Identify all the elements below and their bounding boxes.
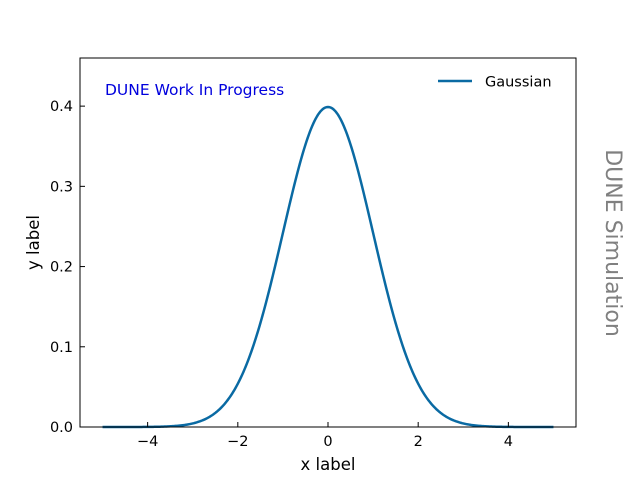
plot-frame (79, 57, 577, 428)
x-tick-label: 0 (323, 434, 332, 450)
series-line-gaussian (102, 105, 554, 429)
y-tick-label: 0.2 (50, 260, 73, 276)
axis-ticks: −4 −2 0 2 4 0.0 0.1 0.2 0.3 0.4 (50, 99, 513, 450)
plot-area (102, 105, 554, 429)
y-tick-label: 0.1 (50, 340, 73, 356)
y-tick-label: 0.4 (50, 99, 73, 115)
x-tick-label: 4 (504, 434, 513, 450)
y-tick-label: 0.0 (50, 420, 73, 436)
x-axis-title: x label (301, 455, 356, 474)
x-tick-label: 2 (414, 434, 423, 450)
x-tick-label: −2 (227, 434, 248, 450)
y-axis-title: y label (24, 215, 43, 270)
dune-simulation-label: DUNE Simulation (600, 149, 625, 337)
legend-label-gaussian: Gaussian (485, 75, 552, 91)
y-tick-label: 0.3 (50, 179, 73, 195)
legend: Gaussian (438, 75, 552, 91)
work-in-progress-label: DUNE Work In Progress (105, 81, 284, 99)
x-tick-label: −4 (137, 434, 158, 450)
